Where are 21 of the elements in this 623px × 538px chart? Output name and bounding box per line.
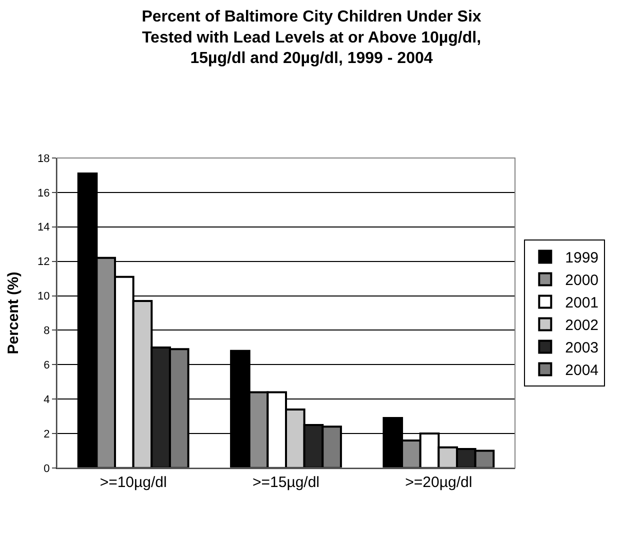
legend-label: 2004: [565, 362, 599, 380]
legend-label: 2000: [565, 272, 599, 290]
y-tick-label: 14: [38, 222, 50, 234]
y-axis-title: Percent (%): [4, 272, 22, 354]
legend-label: 2001: [565, 294, 599, 312]
x-tick-label: >=20µg/dl: [405, 474, 472, 491]
y-tick-label: 0: [44, 462, 50, 475]
y-tick-label: 6: [44, 360, 50, 372]
y-tick-label: 8: [44, 325, 50, 338]
y-tick-label: 12: [38, 256, 50, 268]
legend-label: 1999: [565, 250, 599, 267]
x-tick-label: >=15µg/dl: [252, 474, 320, 491]
y-tick-label: 2: [44, 428, 50, 440]
x-tick-label: >=10µg/dl: [100, 474, 167, 491]
y-tick-label: 4: [44, 394, 50, 406]
y-tick-label: 18: [38, 152, 50, 165]
y-tick-label: 10: [38, 290, 50, 303]
legend-label: 2003: [565, 340, 599, 357]
legend-label: 2002: [565, 317, 599, 334]
chart-title: Percent of Baltimore City Children Under Six Tested with Lead Levels at or Above 10µg/dl, 15µg/dl and 20µg/dl, 1999 - 2004: [142, 8, 482, 68]
y-tick-label: 16: [38, 187, 50, 200]
